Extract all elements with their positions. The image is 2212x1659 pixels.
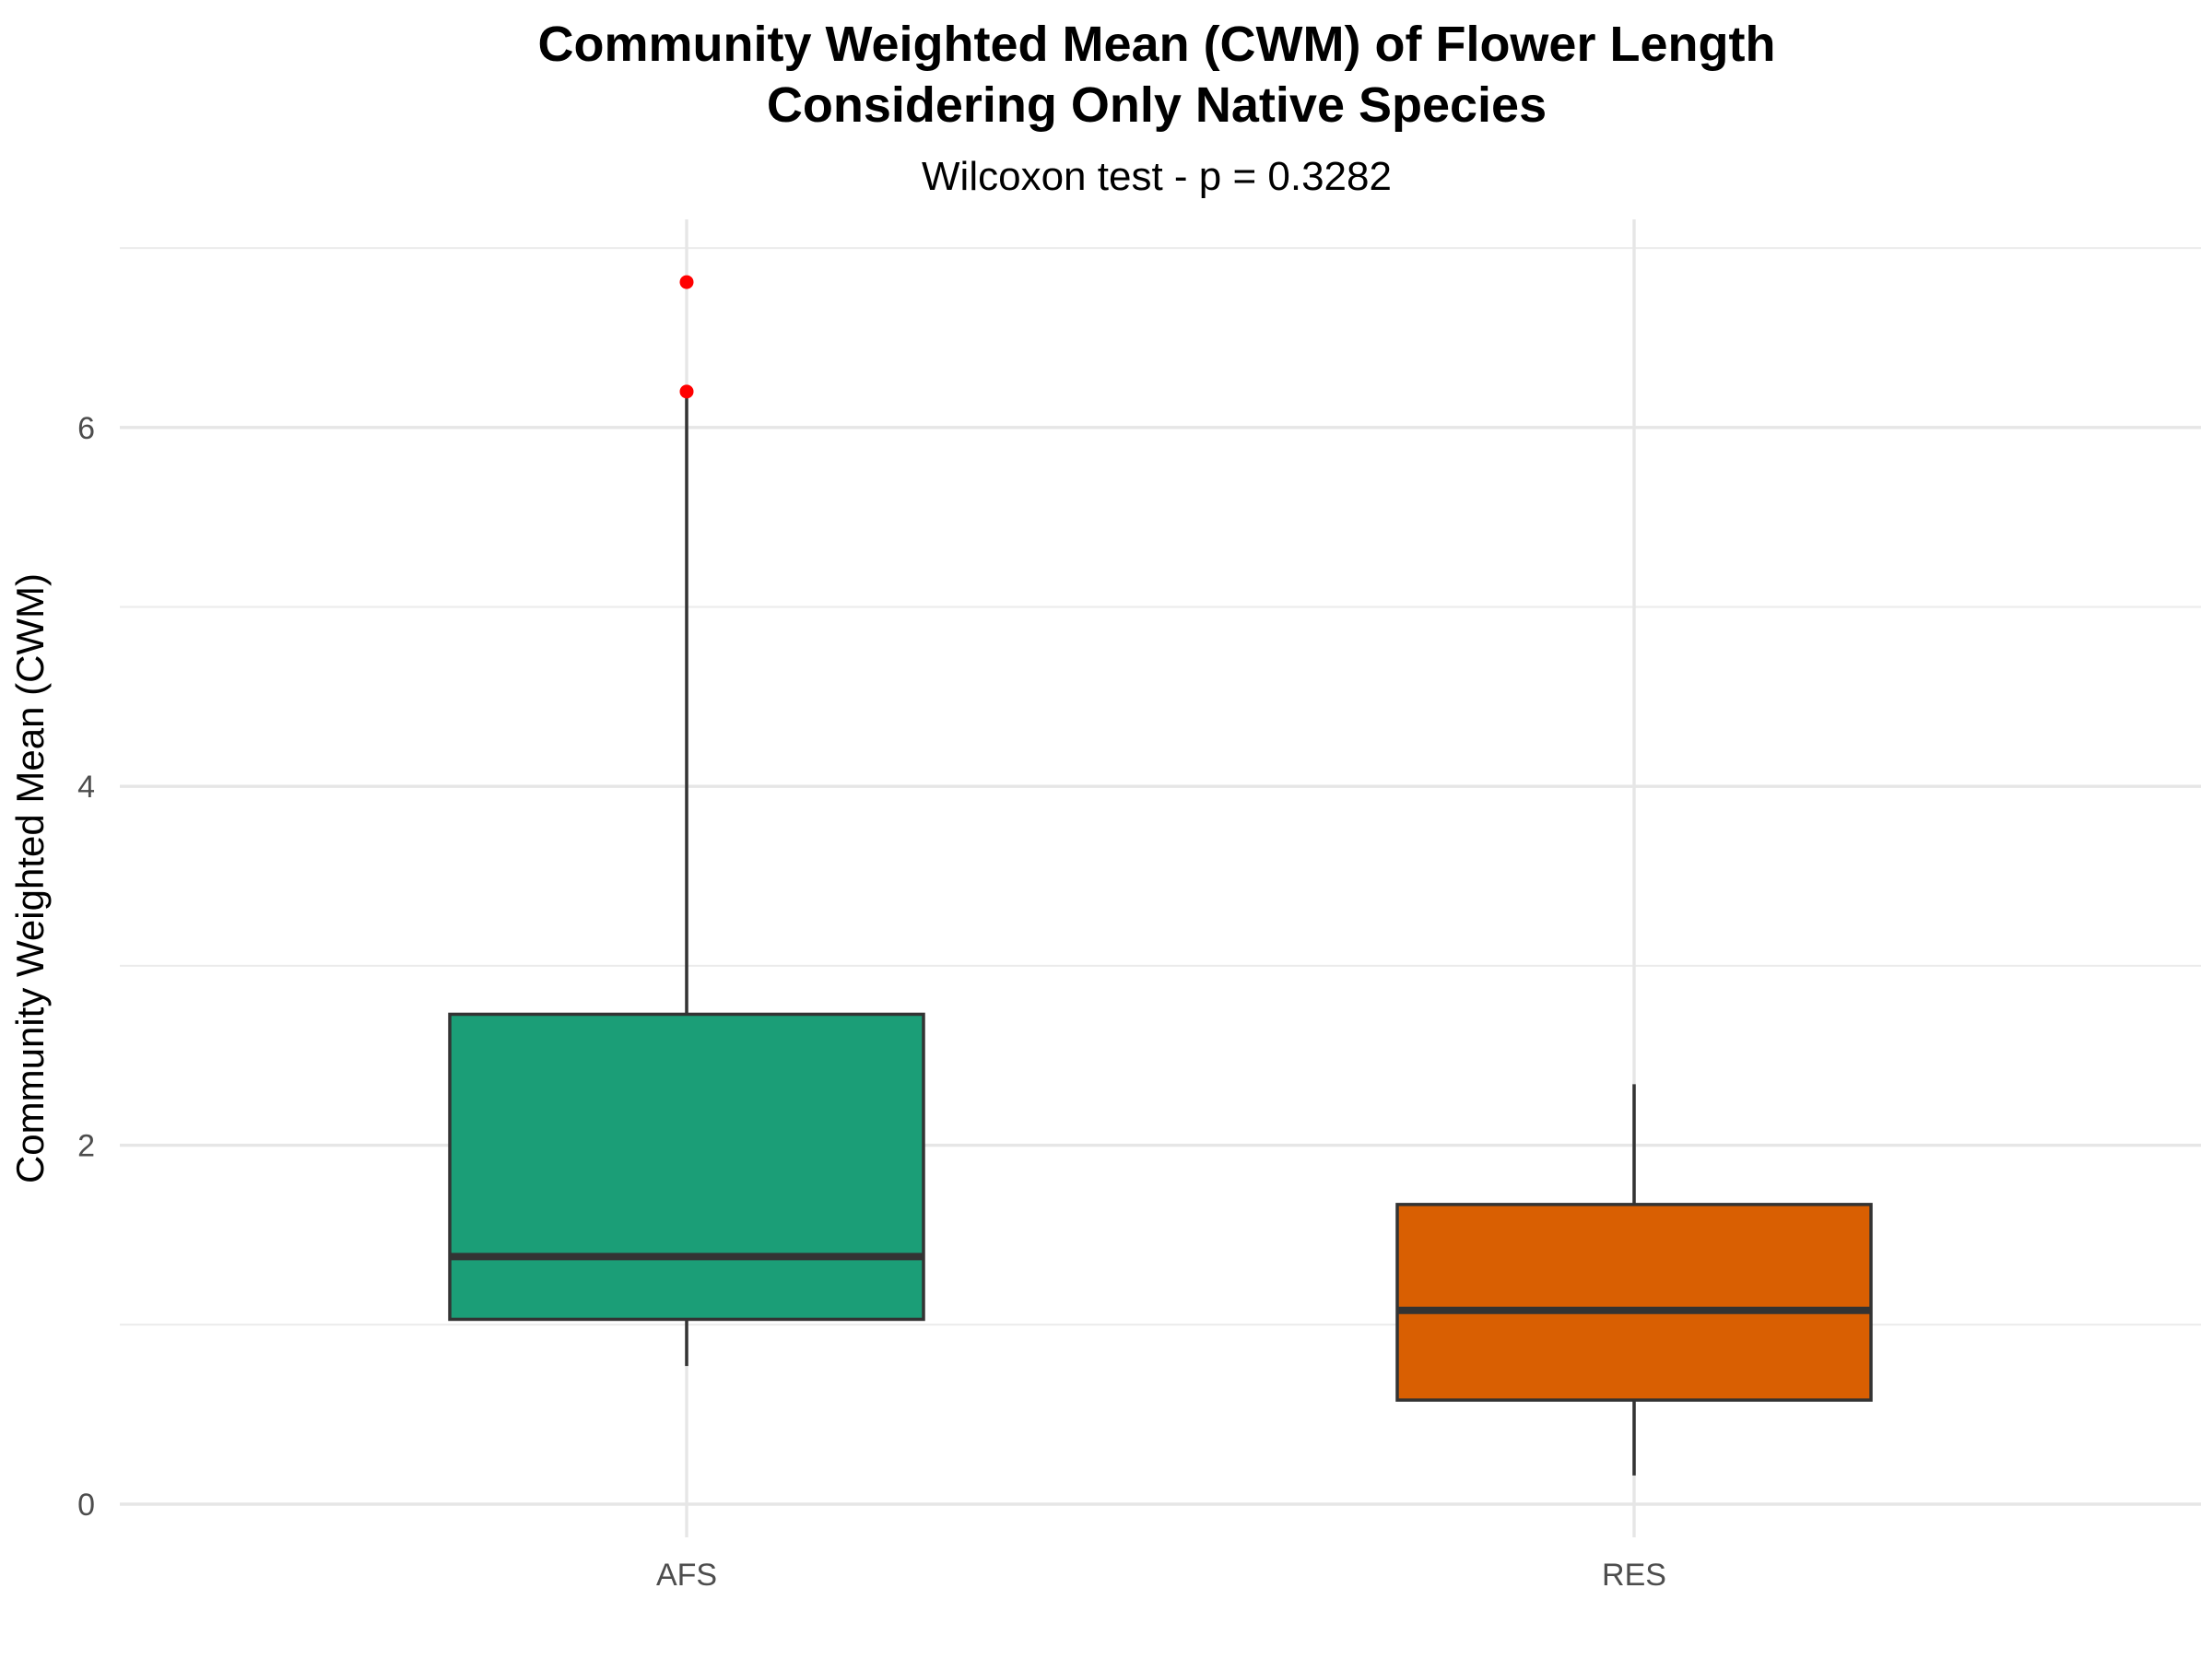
chart-title-line1: Community Weighted Mean (CWM) of Flower … xyxy=(538,17,1776,72)
chart-title-line2: Considering Only Native Species xyxy=(767,77,1547,133)
iqr-box xyxy=(1395,1203,1873,1402)
outlier-point xyxy=(679,384,694,399)
box-res xyxy=(1395,1084,1873,1476)
box-layer xyxy=(448,275,1873,1476)
y-axis-title: Community Weighted Mean (CWM) xyxy=(8,573,52,1183)
y-tick-label: 2 xyxy=(77,1129,95,1164)
x-tick-label: AFS xyxy=(656,1558,717,1593)
y-tick-label: 4 xyxy=(77,770,95,805)
box-afs xyxy=(448,275,925,1367)
y-tick-label: 0 xyxy=(77,1488,95,1523)
outlier-point xyxy=(679,275,694,289)
x-tick-label: RES xyxy=(1602,1558,1666,1593)
chart-subtitle: Wilcoxon test - p = 0.3282 xyxy=(922,154,1392,199)
iqr-box xyxy=(448,1012,925,1322)
grid-layer xyxy=(120,219,2201,1537)
y-tick-label: 6 xyxy=(77,411,95,446)
x-tick-labels: AFS RES xyxy=(656,1558,1666,1593)
y-tick-labels: 0 2 4 6 xyxy=(77,411,95,1523)
